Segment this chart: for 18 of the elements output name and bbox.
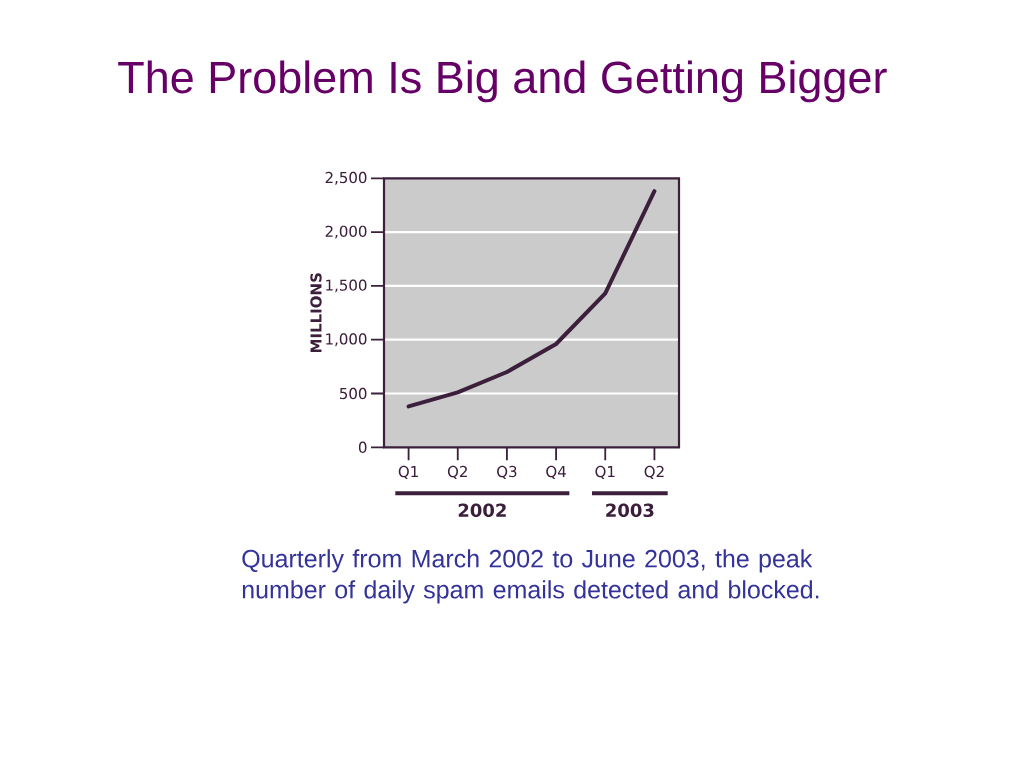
y-tick-label: 0	[358, 441, 367, 453]
x-tick-label: Q2	[644, 465, 664, 479]
text: 2003	[606, 503, 654, 518]
x-tick-label: Q1	[398, 465, 418, 479]
chart-title: The Problem Is Big and Getting Bigger	[118, 60, 887, 103]
text: 2002	[458, 503, 506, 518]
y-tick-label: 1,000	[326, 333, 367, 347]
x-tick-label: Q1	[595, 465, 615, 479]
text: Quarterly from March 2002 to June 2003, the peak number of daily spam emails detected and blocked.	[242, 549, 819, 604]
x-tick-label: Q4	[546, 465, 566, 479]
line-series	[406, 189, 657, 409]
y-tick-label: 1,500	[326, 279, 367, 293]
y-tick-label: 2,500	[325, 171, 367, 185]
y-tick-label: 500	[340, 387, 367, 400]
x-tick-label: Q2	[447, 465, 467, 479]
y-tick-label: 2,000	[325, 225, 367, 239]
x-tick-label: Q3	[497, 465, 517, 479]
y-axis-title: MILLIONS	[310, 273, 322, 353]
